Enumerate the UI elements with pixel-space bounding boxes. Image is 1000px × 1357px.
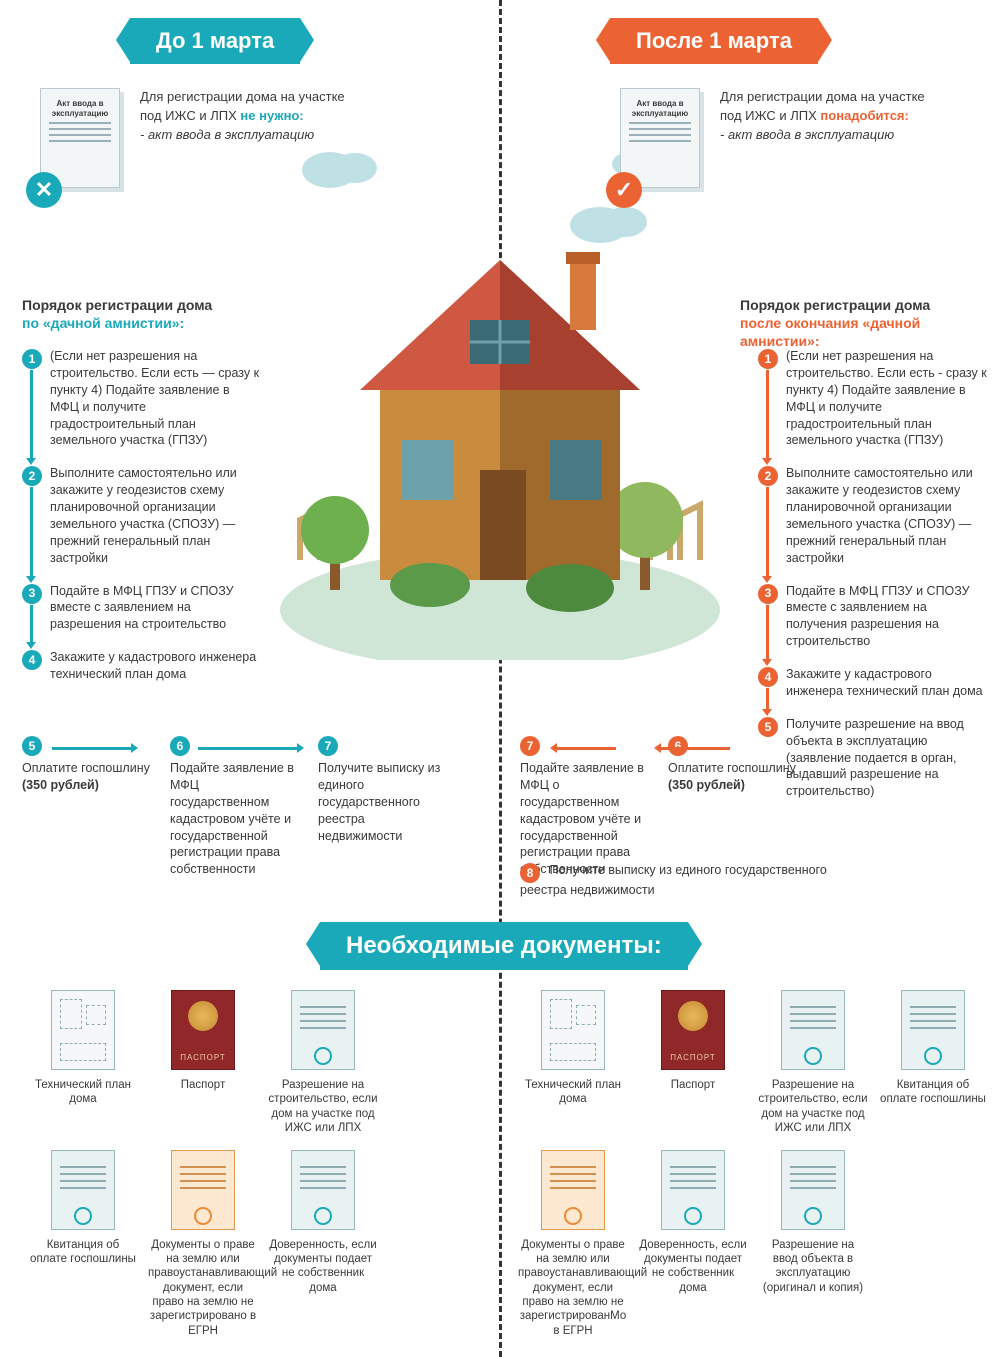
doc-item: Документы о праве на землю или правоуста… xyxy=(148,1150,258,1339)
doc-item: Доверенность, если документы подает не с… xyxy=(638,1150,748,1339)
harrow-l2 xyxy=(198,747,298,750)
step: 1(Если нет разрешения на строительство. … xyxy=(758,348,988,449)
doc-item: ПАСПОРТПаспорт xyxy=(148,990,258,1136)
harrow-r2 xyxy=(556,747,616,750)
act-title: Акт ввода в эксплуатацию xyxy=(49,99,111,118)
intro-italic: - акт ввода в эксплуатацию xyxy=(140,127,314,142)
intro-italic-r: - акт ввода в эксплуатацию xyxy=(720,127,894,142)
hstep: 7Получите выписку из единого государстве… xyxy=(318,736,448,878)
harrow-r1 xyxy=(660,747,730,750)
docs-ribbon: Необходимые документы: xyxy=(320,922,688,970)
doc-item: Квитанция об оплате госпошлины xyxy=(878,990,988,1136)
doc-item: Доверенность, если документы подает не с… xyxy=(268,1150,378,1339)
sub1r: Порядок регистрации дома xyxy=(740,297,930,313)
subtitle-right: Порядок регистрации дома после окончания… xyxy=(740,296,990,351)
sub2r: после окончания «дачной амнистии»: xyxy=(740,315,920,349)
hrow-right: 7Подайте заявление в МФЦ о государственн… xyxy=(520,736,798,878)
doc-item: Разрешение на строительство, если дом на… xyxy=(268,990,378,1136)
doc-item: Технический план дома xyxy=(518,990,628,1136)
steps-left: 1(Если нет разрешения на строительство. … xyxy=(22,348,262,699)
hstep: 5Оплатите госпошлину (350 рублей) xyxy=(22,736,152,878)
intro-em: не нужно: xyxy=(240,108,303,123)
hrow-left: 5Оплатите госпошлину (350 рублей)6Подайт… xyxy=(22,736,448,878)
step: 4Закажите у кадастрового инженера технич… xyxy=(758,666,988,700)
step8-text: Получите выписку из единого государствен… xyxy=(520,863,827,897)
hstep: 7Подайте заявление в МФЦ о государственн… xyxy=(520,736,650,878)
cross-badge: ✕ xyxy=(26,172,62,208)
ribbon-before: До 1 марта xyxy=(130,18,300,64)
doc-item: Квитанция об оплате госпошлины xyxy=(28,1150,138,1339)
subtitle-left: Порядок регистрации дома по «дачной амни… xyxy=(22,296,262,332)
step: 3Подайте в МФЦ ГПЗУ и СПОЗУ вместе с зая… xyxy=(758,583,988,651)
step: 3Подайте в МФЦ ГПЗУ и СПОЗУ вместе с зая… xyxy=(22,583,262,634)
hstep: 6Оплатите госпошлину (350 рублей) xyxy=(668,736,798,878)
doc-item: Разрешение на ввод объекта в эксплуатаци… xyxy=(758,1150,868,1339)
intro-left: Для регистрации дома на участке под ИЖС … xyxy=(140,88,350,145)
doc-item: Технический план дома xyxy=(28,990,138,1136)
step: 4Закажите у кадастрового инженера технич… xyxy=(22,649,262,683)
harrow-l1 xyxy=(52,747,132,750)
house-illustration xyxy=(270,140,730,660)
step: 2Выполните самостоятельно или закажите у… xyxy=(22,465,262,566)
step: 1(Если нет разрешения на строительство. … xyxy=(22,348,262,449)
step8-right: 8 Получите выписку из единого государств… xyxy=(520,862,840,899)
doc-item: Разрешение на строительство, если дом на… xyxy=(758,990,868,1136)
ribbon-after: После 1 марта xyxy=(610,18,818,64)
intro-em-r: понадобится: xyxy=(820,108,908,123)
step: 2Выполните самостоятельно или закажите у… xyxy=(758,465,988,566)
check-badge: ✓ xyxy=(606,172,642,208)
docs-right: Технический план домаПАСПОРТПаспортРазре… xyxy=(518,990,988,1338)
intro-right: Для регистрации дома на участке под ИЖС … xyxy=(720,88,930,145)
hstep: 6Подайте заявление в МФЦ государственном… xyxy=(170,736,300,878)
infographic-page: До 1 марта Акт ввода в эксплуатацию ✕ Дл… xyxy=(0,0,1000,1357)
act-title-r: Акт ввода в эксплуатацию xyxy=(629,99,691,118)
doc-item: Документы о праве на землю или правоуста… xyxy=(518,1150,628,1339)
sub2: по «дачной амнистии»: xyxy=(22,315,184,331)
docs-left: Технический план домаПАСПОРТПаспортРазре… xyxy=(28,990,488,1338)
sub1: Порядок регистрации дома xyxy=(22,297,212,313)
doc-item: ПАСПОРТПаспорт xyxy=(638,990,748,1136)
